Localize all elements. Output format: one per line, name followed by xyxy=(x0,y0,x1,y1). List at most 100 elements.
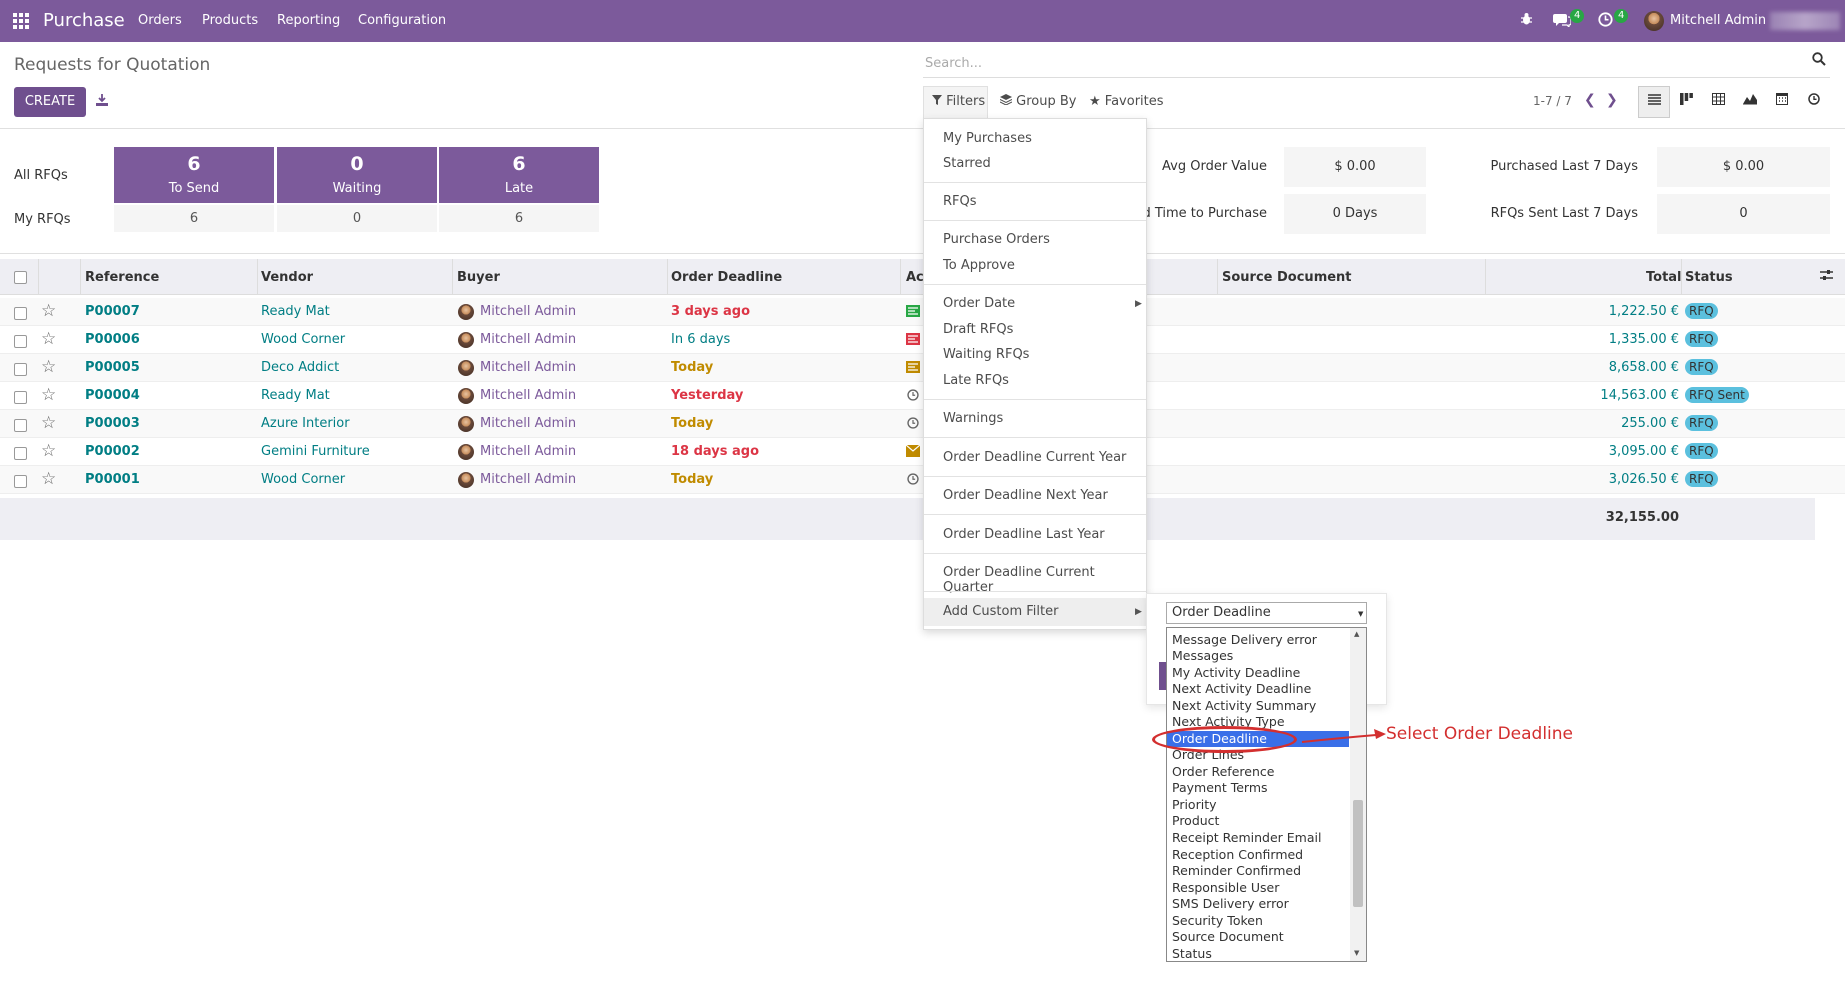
filter-late-rfqs[interactable]: Late RFQs xyxy=(943,373,1009,388)
option-item[interactable]: Status xyxy=(1172,946,1212,961)
create-button[interactable]: CREATE xyxy=(14,87,86,117)
scroll-up-arrow-icon[interactable]: ▲ xyxy=(1354,630,1360,638)
filter-draft-rfqs[interactable]: Draft RFQs xyxy=(943,322,1014,337)
row-checkbox[interactable] xyxy=(14,447,27,460)
activity-green-bars-icon[interactable] xyxy=(906,305,920,317)
row-checkbox[interactable] xyxy=(14,307,27,320)
priority-star-icon[interactable]: ☆ xyxy=(41,301,57,321)
apply-button[interactable] xyxy=(1159,662,1169,690)
field-options-listbox[interactable]: Message Delivery error Messages My Activ… xyxy=(1166,627,1367,962)
col-status[interactable]: Status xyxy=(1685,270,1733,285)
priority-star-icon[interactable]: ☆ xyxy=(41,413,57,433)
field-select[interactable]: Order Deadline xyxy=(1166,602,1367,624)
app-brand[interactable]: Purchase xyxy=(43,10,125,31)
filter-my-purchases[interactable]: My Purchases xyxy=(943,131,1032,146)
activity-clock-icon[interactable] xyxy=(906,473,920,485)
pager-prev-icon[interactable]: ❮ xyxy=(1584,92,1596,108)
my-waiting-count[interactable]: 0 xyxy=(277,205,437,232)
option-item[interactable]: Payment Terms xyxy=(1172,780,1268,795)
filter-warnings[interactable]: Warnings xyxy=(943,411,1004,426)
filter-order-date[interactable]: Order Date xyxy=(943,296,1016,311)
activity-view-icon[interactable] xyxy=(1798,86,1830,118)
filter-rfqs[interactable]: RFQs xyxy=(943,194,977,209)
activity-clock-icon[interactable] xyxy=(1598,12,1613,31)
col-reference[interactable]: Reference xyxy=(85,270,160,285)
calendar-view-icon[interactable] xyxy=(1766,86,1798,118)
row-checkbox[interactable] xyxy=(14,475,27,488)
priority-star-icon[interactable]: ☆ xyxy=(41,441,57,461)
filter-deadline-current-year[interactable]: Order Deadline Current Year xyxy=(943,450,1127,465)
pager-next-icon[interactable]: ❯ xyxy=(1606,92,1618,108)
pager-value[interactable]: 1-7 / 7 xyxy=(1533,94,1572,108)
tile-late[interactable]: 6 Late xyxy=(439,147,599,203)
activity-clock-icon[interactable] xyxy=(906,417,920,429)
priority-star-icon[interactable]: ☆ xyxy=(41,385,57,405)
table-row[interactable]: ☆ P00001 Wood Corner Mitchell Admin Toda… xyxy=(0,466,1845,494)
user-name[interactable]: Mitchell Admin xyxy=(1670,13,1767,28)
optional-columns-icon[interactable] xyxy=(1820,269,1833,286)
option-item[interactable]: Responsible User xyxy=(1172,880,1280,895)
my-late-count[interactable]: 6 xyxy=(439,205,599,232)
row-checkbox[interactable] xyxy=(14,363,27,376)
option-item[interactable]: Next Activity Summary xyxy=(1172,698,1317,713)
menu-reporting[interactable]: Reporting xyxy=(277,13,341,28)
priority-star-icon[interactable]: ☆ xyxy=(41,469,57,489)
graph-view-icon[interactable] xyxy=(1734,86,1766,118)
menu-configuration[interactable]: Configuration xyxy=(358,13,447,28)
table-row[interactable]: ☆ P00003 Azure Interior Mitchell Admin T… xyxy=(0,410,1845,438)
priority-star-icon[interactable]: ☆ xyxy=(41,357,57,377)
filter-deadline-next-year[interactable]: Order Deadline Next Year xyxy=(943,488,1108,503)
activity-clock-icon[interactable] xyxy=(906,389,920,401)
pivot-view-icon[interactable] xyxy=(1702,86,1734,118)
table-row[interactable]: ☆ P00004 Ready Mat Mitchell Admin Yester… xyxy=(0,382,1845,410)
option-item[interactable]: Source Document xyxy=(1172,929,1284,944)
option-item[interactable]: Order Reference xyxy=(1172,764,1275,779)
option-item[interactable]: Message Delivery error xyxy=(1172,632,1317,647)
option-item[interactable]: Priority xyxy=(1172,797,1217,812)
activity-red-bars-icon[interactable] xyxy=(906,333,920,345)
filter-waiting-rfqs[interactable]: Waiting RFQs xyxy=(943,347,1030,362)
apps-menu-icon[interactable] xyxy=(13,13,29,29)
option-item[interactable]: Product xyxy=(1172,813,1220,828)
tile-to-send[interactable]: 6 To Send xyxy=(114,147,274,203)
download-icon[interactable] xyxy=(96,94,108,110)
priority-star-icon[interactable]: ☆ xyxy=(41,329,57,349)
kanban-view-icon[interactable] xyxy=(1670,86,1702,118)
menu-orders[interactable]: Orders xyxy=(138,13,182,28)
activity-orange-bars-icon[interactable] xyxy=(906,361,920,373)
table-row[interactable]: ☆ P00002 Gemini Furniture Mitchell Admin… xyxy=(0,438,1845,466)
user-avatar[interactable] xyxy=(1644,11,1664,31)
option-item[interactable]: Next Activity Deadline xyxy=(1172,681,1312,696)
search-input[interactable]: Search... xyxy=(923,52,1830,78)
filter-starred[interactable]: Starred xyxy=(943,156,991,171)
tile-waiting[interactable]: 0 Waiting xyxy=(277,147,437,203)
row-checkbox[interactable] xyxy=(14,335,27,348)
select-all-checkbox[interactable] xyxy=(14,271,27,284)
search-icon[interactable] xyxy=(1812,52,1826,70)
option-item[interactable]: SMS Delivery error xyxy=(1172,896,1289,911)
option-item[interactable]: My Activity Deadline xyxy=(1172,665,1301,680)
filter-to-approve[interactable]: To Approve xyxy=(943,258,1015,273)
col-source-document[interactable]: Source Document xyxy=(1222,270,1352,285)
row-checkbox[interactable] xyxy=(14,419,27,432)
listbox-scrollbar[interactable] xyxy=(1350,628,1366,961)
my-to-send-count[interactable]: 6 xyxy=(114,205,274,232)
row-checkbox[interactable] xyxy=(14,391,27,404)
option-item[interactable]: Next Activity Type xyxy=(1172,714,1285,729)
option-item[interactable]: Receipt Reminder Email xyxy=(1172,830,1322,845)
groupby-button[interactable]: Group By xyxy=(999,94,1076,109)
menu-products[interactable]: Products xyxy=(202,13,259,28)
table-row[interactable]: ☆ P00006 Wood Corner Mitchell Admin In 6… xyxy=(0,326,1845,354)
add-custom-filter[interactable]: Add Custom Filter xyxy=(943,604,1059,619)
col-buyer[interactable]: Buyer xyxy=(457,270,500,285)
activity-envelope-icon[interactable] xyxy=(906,445,920,457)
scroll-down-arrow-icon[interactable]: ▼ xyxy=(1354,949,1360,957)
col-vendor[interactable]: Vendor xyxy=(261,270,314,285)
col-activities[interactable]: Ac xyxy=(906,270,924,285)
filter-deadline-last-year[interactable]: Order Deadline Last Year xyxy=(943,527,1105,542)
option-item[interactable]: Messages xyxy=(1172,648,1234,663)
favorites-button[interactable]: ★ Favorites xyxy=(1089,94,1164,109)
filters-button[interactable]: Filters xyxy=(932,94,985,109)
option-item[interactable]: Security Token xyxy=(1172,913,1263,928)
col-total[interactable]: Total xyxy=(1646,270,1682,285)
